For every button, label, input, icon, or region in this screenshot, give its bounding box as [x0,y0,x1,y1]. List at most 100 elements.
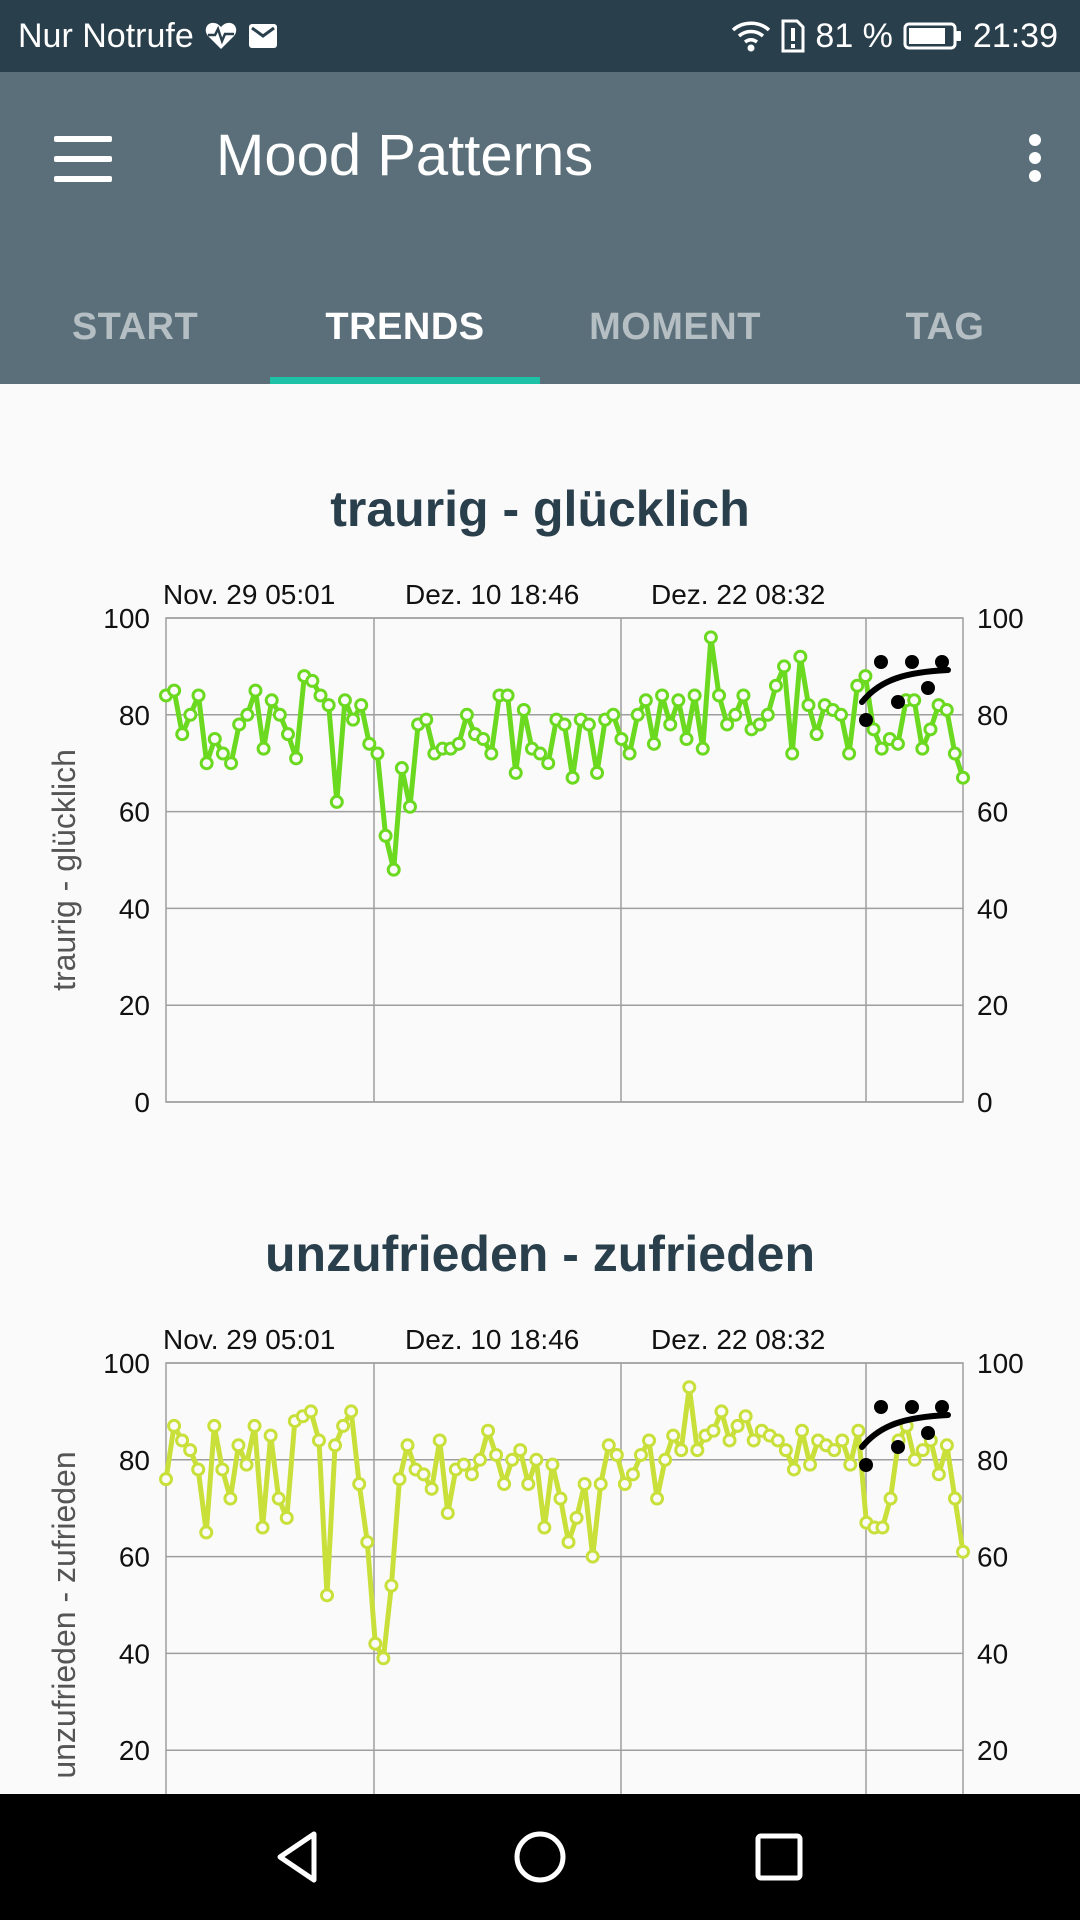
y-tick-right: 20 [977,1735,1008,1766]
face-dot [935,1400,949,1414]
data-point [419,712,434,727]
data-point [529,1452,544,1467]
data-point [843,1457,858,1472]
data-point [956,770,970,785]
data-point [167,1418,182,1433]
x-date-label: Dez. 10 18:46 [405,579,579,610]
data-point [311,1433,326,1448]
x-date-label: Nov. 29 05:01 [163,579,335,610]
data-point [384,1578,399,1593]
tab-start[interactable]: START [71,305,199,348]
data-point [850,678,865,693]
face-dot [935,655,949,669]
data-point [794,1423,809,1438]
data-point [459,707,474,722]
data-point [392,1472,407,1487]
y-axis-label: unzufrieden - zufrieden [46,1451,82,1778]
data-point [590,765,605,780]
data-point [346,712,361,727]
data-point [183,1443,198,1458]
data-point [223,1491,238,1506]
data-point [336,1418,351,1433]
data-point [248,683,263,698]
data-point [484,746,499,761]
data-point [746,1433,761,1448]
data-point [232,717,247,732]
tab-moment[interactable]: MOMENT [589,305,761,348]
trends-content[interactable]: traurig - glücklich 100 100 80 80 60 60 40 40 20… [0,384,1080,1794]
y-tick-right: 100 [977,1348,1024,1379]
recents-icon[interactable] [744,1822,814,1892]
data-point [625,1467,640,1482]
data-point [671,693,686,708]
face-dot [891,1440,905,1454]
y-tick-right: 40 [977,1638,1008,1669]
data-point [565,770,580,785]
data-point [835,1433,850,1448]
data-point [497,1477,512,1491]
battery-icon [903,22,961,50]
data-point [256,741,271,756]
y-tick-left: 20 [119,1735,150,1766]
more-vert-icon[interactable] [1020,128,1050,188]
data-point [394,761,409,776]
data-point [931,1467,946,1482]
data-point [752,717,767,732]
data-point [240,707,255,722]
data-point [663,717,678,732]
data-point [541,756,556,771]
data-point [642,1433,657,1448]
clock-time: 21:39 [972,16,1058,55]
mail-icon [248,24,277,48]
y-tick-left: 80 [119,700,150,731]
data-point [577,1477,592,1491]
data-point [907,693,922,708]
data-point [305,673,320,688]
data-point [303,1404,318,1419]
y-tick-left: 80 [119,1445,150,1476]
data-point [175,727,190,742]
data-point [778,1443,793,1458]
data-point [191,688,206,703]
data-point [191,1462,206,1477]
data-point [706,1423,721,1438]
battery-percent: 81 % [815,16,893,55]
data-point [352,1477,367,1491]
data-point [239,1457,254,1472]
x-date-label: Dez. 22 08:32 [651,579,825,610]
data-point [569,1510,584,1525]
data-point [956,1544,970,1559]
face-dot [874,1400,888,1414]
face-dot [921,1426,935,1440]
y-tick-left: 40 [119,1638,150,1669]
data-point [827,1443,842,1458]
data-point [400,1438,415,1453]
data-point [557,717,572,732]
data-point [231,1438,246,1453]
tab-trends[interactable]: TRENDS [270,270,540,384]
y-tick-right: 60 [977,1542,1008,1573]
data-point [907,1452,922,1467]
tab-tag[interactable]: TAG [905,305,985,348]
face-dot [891,695,905,709]
back-icon[interactable] [266,1822,336,1892]
data-point [215,746,230,761]
data-point [386,862,401,877]
data-point [939,1438,954,1453]
hamburger-menu-icon[interactable] [54,136,112,182]
data-point [533,746,548,761]
data-point [553,1491,568,1506]
data-point [263,1428,278,1443]
data-point [360,1535,375,1550]
home-icon[interactable] [505,1822,575,1892]
data-point [207,1418,222,1433]
data-point [476,732,491,746]
data-point [777,659,792,674]
data-point [207,732,222,746]
data-point [424,1481,439,1496]
data-point [695,741,710,756]
data-point [376,1651,391,1666]
data-point [890,736,905,751]
happy-face-icon [859,1400,951,1472]
face-dot [905,655,919,669]
